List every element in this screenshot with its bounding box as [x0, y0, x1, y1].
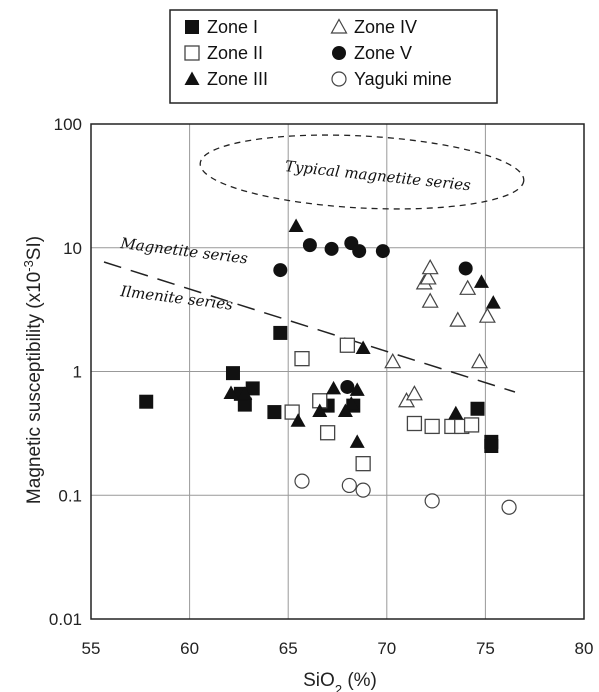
point-zone-ii — [319, 425, 336, 441]
legend-marker-zone-v — [332, 46, 346, 60]
point-zone-iv — [384, 352, 402, 369]
x-axis-label: SiO2 (%) — [303, 670, 377, 692]
legend: Zone I Zone II Zone III Zone IV Zone V Yaguki… — [169, 9, 498, 104]
point-zone-ii — [284, 404, 300, 420]
point-zone-ii — [294, 351, 310, 367]
legend-label-zone-ii: Zone II — [207, 43, 263, 63]
point-zone-iv — [421, 258, 439, 275]
point-zone-ii — [424, 418, 440, 435]
point-zone-v — [273, 263, 288, 278]
point-zone-i — [484, 439, 499, 454]
y-tick-label: 0.01 — [49, 610, 82, 629]
point-zone-ii — [339, 337, 356, 353]
point-zone-iv — [470, 352, 489, 369]
point-zone-iv — [478, 307, 496, 323]
legend-label-yaguki-mine: Yaguki mine — [354, 69, 452, 89]
point-yaguki-mine — [294, 473, 310, 489]
y-axis-label: Magnetic susceptibility (x10-3SI) — [21, 236, 46, 504]
x-tick-label: 80 — [575, 639, 594, 658]
point-zone-i — [245, 381, 260, 396]
point-zone-i — [139, 394, 154, 409]
point-zone-iii — [237, 386, 253, 400]
y-tick-label: 100 — [54, 115, 82, 134]
x-tick-label: 60 — [180, 639, 199, 658]
legend-label-zone-v: Zone V — [354, 43, 412, 63]
point-zone-iv — [419, 269, 437, 285]
point-zone-iv — [405, 385, 423, 401]
legend-label-zone-iv: Zone IV — [354, 17, 417, 37]
legend-marker-yaguki-mine — [331, 71, 347, 87]
point-zone-v — [340, 379, 355, 394]
point-zone-iii — [349, 382, 365, 396]
point-zone-ii — [463, 417, 480, 433]
point-zone-ii — [355, 456, 371, 472]
point-zone-i — [273, 325, 288, 340]
point-zone-iii — [473, 274, 489, 288]
point-zone-iv — [421, 292, 439, 308]
point-zone-i — [470, 401, 485, 416]
point-zone-ii — [406, 415, 423, 432]
point-zone-v — [352, 244, 367, 259]
point-zone-iii — [349, 434, 365, 448]
point-zone-iii — [223, 385, 239, 400]
point-yaguki-mine — [355, 482, 371, 498]
y-tick-labels: 0.01 0.1 1 10 100 — [49, 115, 82, 629]
legend-marker-zone-i — [185, 20, 199, 34]
point-zone-iii — [326, 380, 342, 395]
point-zone-iii — [288, 218, 304, 232]
gridlines — [91, 124, 584, 619]
point-yaguki-mine — [424, 493, 440, 509]
point-zone-iii — [337, 403, 353, 417]
point-zone-iv — [459, 279, 477, 295]
legend-label-zone-i: Zone I — [207, 17, 258, 37]
point-zone-iii — [290, 413, 306, 427]
y-tick-label: 10 — [63, 239, 82, 258]
point-zone-iii — [343, 396, 359, 410]
boundary-dashed-line — [103, 261, 516, 393]
legend-marker-zone-ii — [184, 45, 200, 61]
annotation-typical-magnetite: Typical magnetite series — [284, 157, 472, 194]
point-zone-v — [302, 238, 317, 253]
x-tick-label: 75 — [476, 639, 495, 658]
x-tick-label: 65 — [279, 639, 298, 658]
y-tick-label: 0.1 — [58, 486, 82, 505]
point-zone-iii — [312, 403, 328, 417]
legend-marker-zone-iii — [184, 71, 200, 85]
point-zone-iii — [355, 340, 371, 354]
x-tick-label: 70 — [377, 639, 396, 658]
point-zone-v — [375, 244, 390, 259]
point-zone-i — [267, 405, 282, 420]
y-tick-label: 1 — [73, 363, 82, 382]
x-tick-label: 55 — [82, 639, 101, 658]
point-zone-v — [458, 261, 473, 276]
plot-frame — [90, 123, 585, 620]
annotations: Typical magnetite series Magnetite serie… — [103, 134, 525, 393]
data-points — [139, 218, 517, 515]
point-zone-i — [225, 366, 240, 381]
point-zone-iii — [448, 405, 464, 420]
point-zone-v — [324, 241, 339, 256]
point-zone-i — [237, 397, 252, 412]
point-yaguki-mine — [341, 477, 357, 494]
typical-magnetite-ellipse — [199, 134, 525, 210]
legend-marker-zone-iv — [330, 18, 348, 34]
point-zone-iv — [449, 311, 467, 327]
legend-label-zone-iii: Zone III — [207, 69, 268, 89]
annotation-magnetite-series: Magnetite series — [119, 234, 250, 268]
point-zone-iii — [485, 295, 501, 309]
point-yaguki-mine — [501, 499, 517, 515]
x-tick-labels: 55 60 65 70 75 80 — [82, 639, 594, 658]
